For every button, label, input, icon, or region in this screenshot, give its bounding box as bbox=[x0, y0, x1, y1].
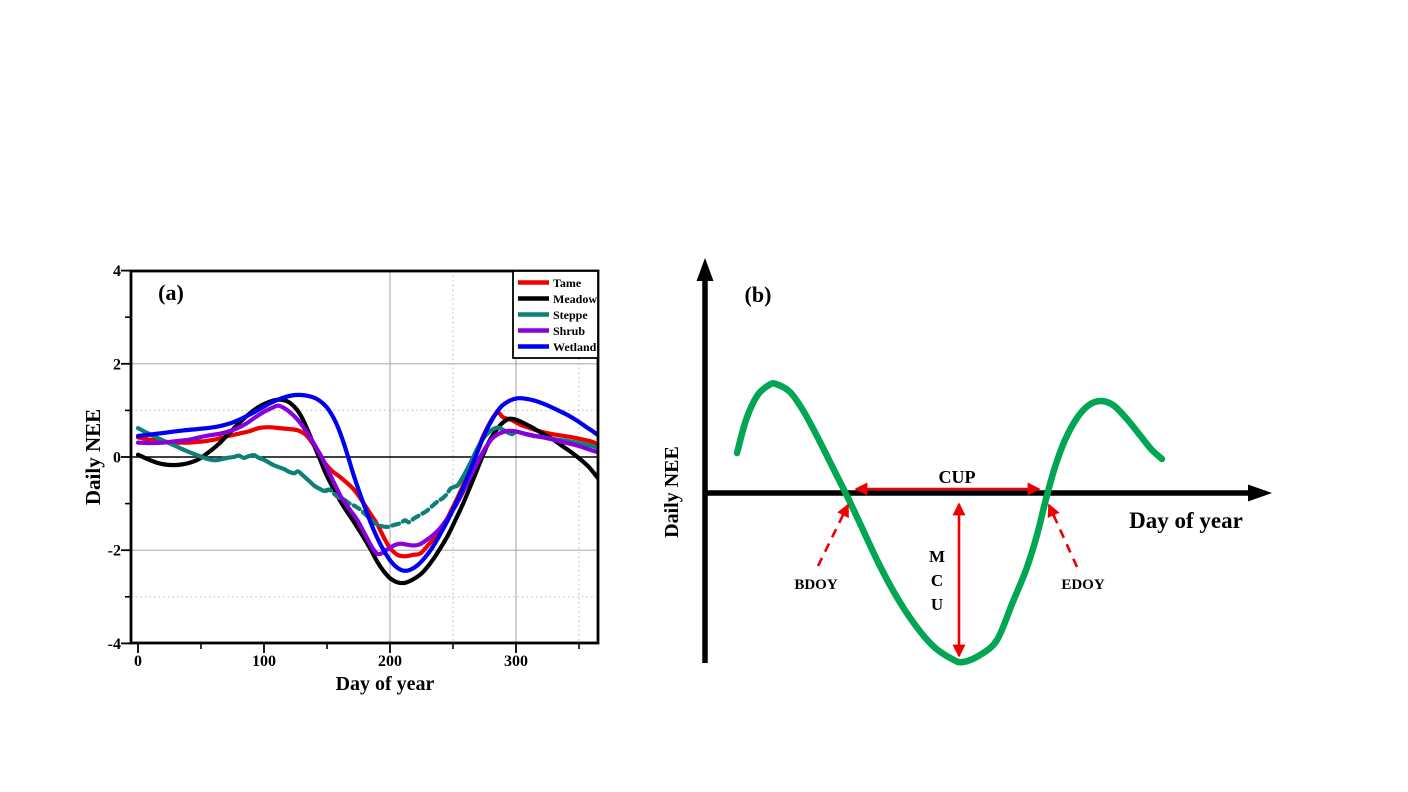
series-line-wetland bbox=[135, 392, 598, 573]
edoy-dashed-arrow bbox=[1047, 503, 1079, 568]
y-tick-label: 2 bbox=[113, 356, 121, 373]
mcu-letter-u: U bbox=[931, 595, 943, 614]
x-tick-label: 200 bbox=[378, 653, 402, 670]
y-tick-label: 4 bbox=[113, 263, 121, 280]
legend-label-wetland: Wetland bbox=[553, 340, 597, 354]
panel-a-ticks bbox=[121, 269, 580, 653]
panel-b-y-axis-arrowhead-icon bbox=[696, 258, 714, 281]
panel-a-legend: Tame Meadow Steppe Shrub Wetland bbox=[512, 270, 599, 359]
cup-label: CUP bbox=[939, 467, 976, 487]
panel-b-x-axis-arrowhead-icon bbox=[1248, 484, 1272, 502]
mcu-letter-m: M bbox=[929, 547, 945, 566]
x-tick-label: 0 bbox=[134, 653, 142, 670]
legend-label-shrub: Shrub bbox=[553, 324, 585, 338]
series-line-steppe bbox=[135, 426, 332, 494]
edoy-label: EDOY bbox=[1061, 577, 1105, 593]
legend-label-tame: Tame bbox=[553, 276, 582, 290]
y-tick-label: -4 bbox=[108, 636, 121, 653]
bdoy-dashed-arrow bbox=[816, 503, 850, 567]
y-tick-label: 0 bbox=[113, 450, 121, 467]
panel-b-nee-curve bbox=[733, 380, 1166, 666]
legend-label-meadow: Meadow bbox=[553, 292, 597, 306]
panel-a-x-axis-title: Day of year bbox=[336, 673, 435, 695]
panel-b-label: (b) bbox=[745, 282, 772, 307]
x-tick-label: 100 bbox=[252, 653, 276, 670]
legend-label-steppe: Steppe bbox=[553, 308, 588, 322]
panel-a-series-curves bbox=[135, 392, 598, 586]
panel-b-schematic: CUP M C U BDOY EDOY Day of year Daily NE… bbox=[661, 258, 1272, 666]
panel-a-tick-labels: 0 100 200 300 -4 -2 0 2 4 bbox=[108, 263, 528, 670]
panel-b-x-axis-title: Day of year bbox=[1129, 508, 1243, 533]
x-tick-label: 300 bbox=[504, 653, 528, 670]
series-line-shrub bbox=[135, 403, 598, 557]
mcu-letter-c: C bbox=[931, 571, 943, 590]
panel-a-y-axis-title: Daily NEE bbox=[81, 409, 105, 505]
bdoy-label: BDOY bbox=[794, 577, 838, 593]
y-tick-label: -2 bbox=[108, 543, 121, 560]
panel-a-nee-chart: 0 100 200 300 -4 -2 0 2 4 (a) Day of year Daily … bbox=[81, 263, 600, 695]
panel-a-label: (a) bbox=[158, 280, 184, 305]
panel-b-y-axis-title: Daily NEE bbox=[661, 446, 683, 538]
